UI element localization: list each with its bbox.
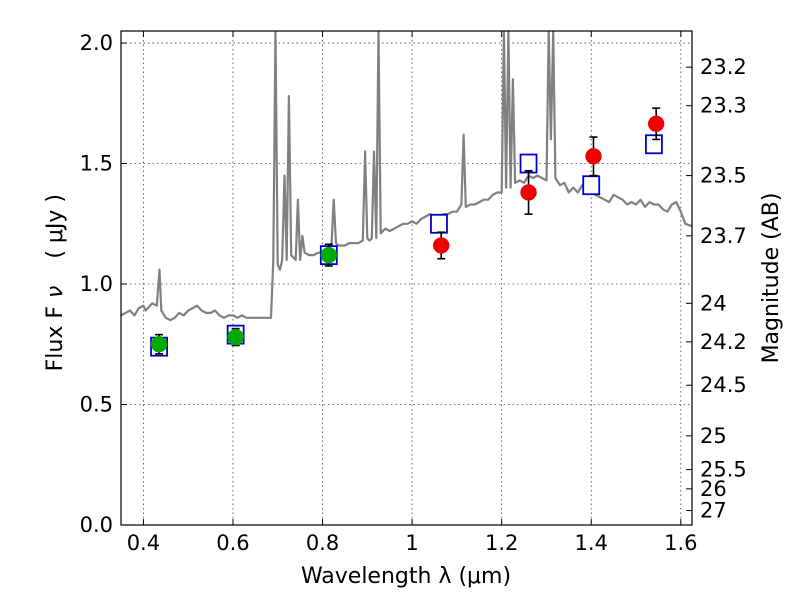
x-tick-label: 1.6 [664,531,697,555]
y2-tick-label: 24.5 [700,373,747,397]
y-tick-label: 0.0 [80,513,113,537]
y2-tick-label: 25.5 [700,458,747,482]
x-axis-label: Wavelength λ (μm) [301,564,511,589]
x-tick-label: 1.2 [485,531,518,555]
photometry-point [432,237,450,254]
y2-tick-label: 25 [700,424,727,448]
x-tick-label: 0.4 [127,531,160,555]
spectrum-layer [121,31,692,322]
model-box-marker [582,175,601,196]
photometry-point [150,336,168,353]
y-axis-label-group: Flux F ν ( μJy ) [43,194,68,371]
y-tick-label: 0.5 [80,393,113,417]
y-tick-label: 2.0 [80,31,113,55]
plot-frame [120,30,693,526]
x-tick-label: 1 [405,531,418,555]
x-tick-label: 0.6 [216,531,249,555]
spectrum-line [121,31,692,322]
photometry-point [647,115,665,133]
y2-tick-label: 23.2 [700,55,747,79]
photometry-point [320,246,338,264]
photometry-point [227,328,244,346]
y-tick-label: 1.0 [80,272,113,296]
photometry-point [520,184,537,201]
model-box-marker [430,213,448,234]
y2-tick-label: 24.2 [700,330,747,354]
y2-tick-label: 23.3 [700,94,747,118]
y2-tick-label: 26 [700,477,727,501]
y2-tick-label: 27 [700,499,727,523]
axis-ticks: 0.4 0.6 0.8 1 1.2 1.4 1.6 0.0 0.5 1.0 1.5 2.0 23.2 23… [80,31,747,555]
model-box-marker [645,134,663,155]
svg-text:ν: ν [43,286,68,298]
model-box-marker [519,153,538,174]
y2-tick-label: 23.7 [700,224,747,248]
y2-tick-label: 24 [700,291,727,315]
y2-tick-label: 23.5 [700,164,747,188]
y-tick-label: 1.5 [80,152,113,176]
marker-layer [150,107,665,357]
x-tick-label: 1.4 [575,531,608,555]
x-tick-label: 0.8 [306,531,339,555]
y2-axis-label: Magnitude (AB) [759,193,784,364]
y-axis-label: Flux F [43,306,68,371]
photometry-point [585,148,602,165]
y-axis-label-subscript: ν [43,286,68,298]
y-axis-label-unit: ( μJy ) [43,194,68,259]
grid [121,31,692,526]
